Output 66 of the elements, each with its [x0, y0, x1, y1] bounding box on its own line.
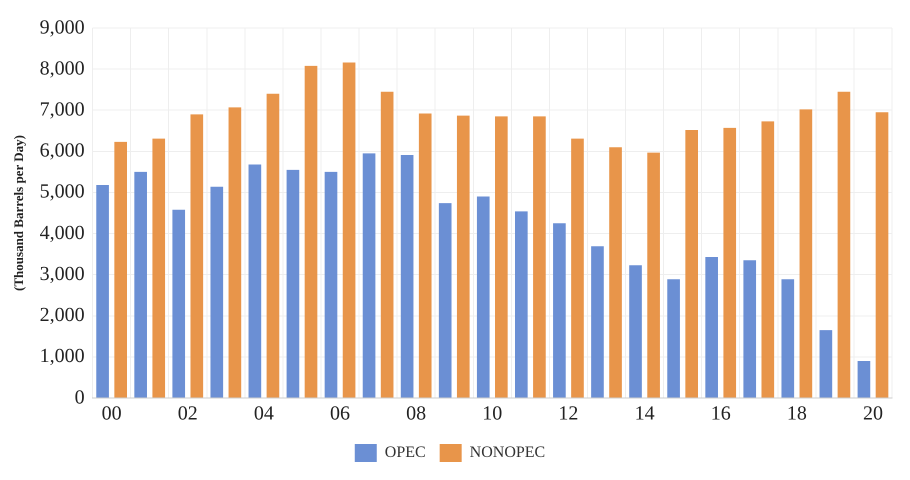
bar [858, 361, 870, 398]
x-tick-label: 08 [406, 402, 426, 424]
y-axis-title: (Thousand Barrels per Day) [11, 135, 26, 291]
bar [152, 138, 166, 398]
bar [324, 172, 338, 398]
x-tick-label: 10 [482, 402, 502, 424]
x-tick-label: 18 [786, 402, 807, 424]
y-tick-label: 3,000 [40, 262, 85, 285]
bar [838, 92, 850, 398]
bar [514, 211, 528, 398]
y-tick-label: 2,000 [40, 304, 85, 326]
bar [705, 256, 718, 398]
bar [418, 114, 432, 398]
x-tick-label: 12 [558, 402, 578, 424]
bar [800, 109, 812, 398]
y-tick-label: 8,000 [40, 57, 85, 80]
bar [629, 265, 642, 398]
bar [609, 147, 622, 398]
y-tick-label: 5,000 [40, 180, 85, 203]
x-tick-label: 04 [254, 402, 274, 424]
bar [190, 114, 204, 398]
bar [723, 128, 736, 398]
bar [266, 94, 280, 398]
bar [456, 116, 470, 398]
bar [667, 279, 680, 398]
bar [553, 223, 566, 398]
bar [114, 142, 128, 398]
bar [172, 210, 186, 398]
bar [380, 92, 394, 398]
bar [362, 153, 376, 398]
y-tick-label: 1,000 [40, 345, 85, 368]
bar [210, 186, 224, 398]
bar [781, 279, 794, 398]
bar [342, 62, 356, 398]
bar [571, 138, 584, 398]
bar [876, 112, 888, 398]
bar [476, 196, 490, 398]
bar [743, 260, 756, 398]
bar [304, 66, 318, 398]
bar [96, 185, 109, 398]
y-tick-label: 0 [74, 386, 85, 408]
x-tick-label: 14 [634, 402, 655, 424]
bar [228, 107, 242, 398]
bar [400, 155, 414, 398]
bar [591, 246, 604, 398]
bar [248, 164, 262, 398]
bar [761, 121, 774, 398]
legend-label: NONOPEC [470, 444, 546, 462]
bar [134, 172, 147, 398]
bar [533, 116, 546, 398]
x-tick-label: 16 [710, 402, 731, 424]
bar [286, 170, 300, 398]
legend-label: OPEC [384, 444, 426, 462]
y-tick-label: 4,000 [40, 222, 85, 244]
bar [685, 130, 698, 398]
bar [647, 152, 660, 398]
x-tick-label: 00 [102, 402, 122, 424]
x-tick-label: 06 [330, 402, 350, 424]
y-tick-label: 9,000 [40, 16, 85, 38]
bar [820, 330, 832, 398]
bar [438, 203, 452, 398]
y-tick-label: 6,000 [40, 140, 85, 162]
x-tick-label: 20 [862, 402, 883, 424]
bar [495, 116, 508, 398]
y-tick-label: 7,000 [40, 98, 85, 120]
x-tick-label: 02 [178, 402, 198, 424]
